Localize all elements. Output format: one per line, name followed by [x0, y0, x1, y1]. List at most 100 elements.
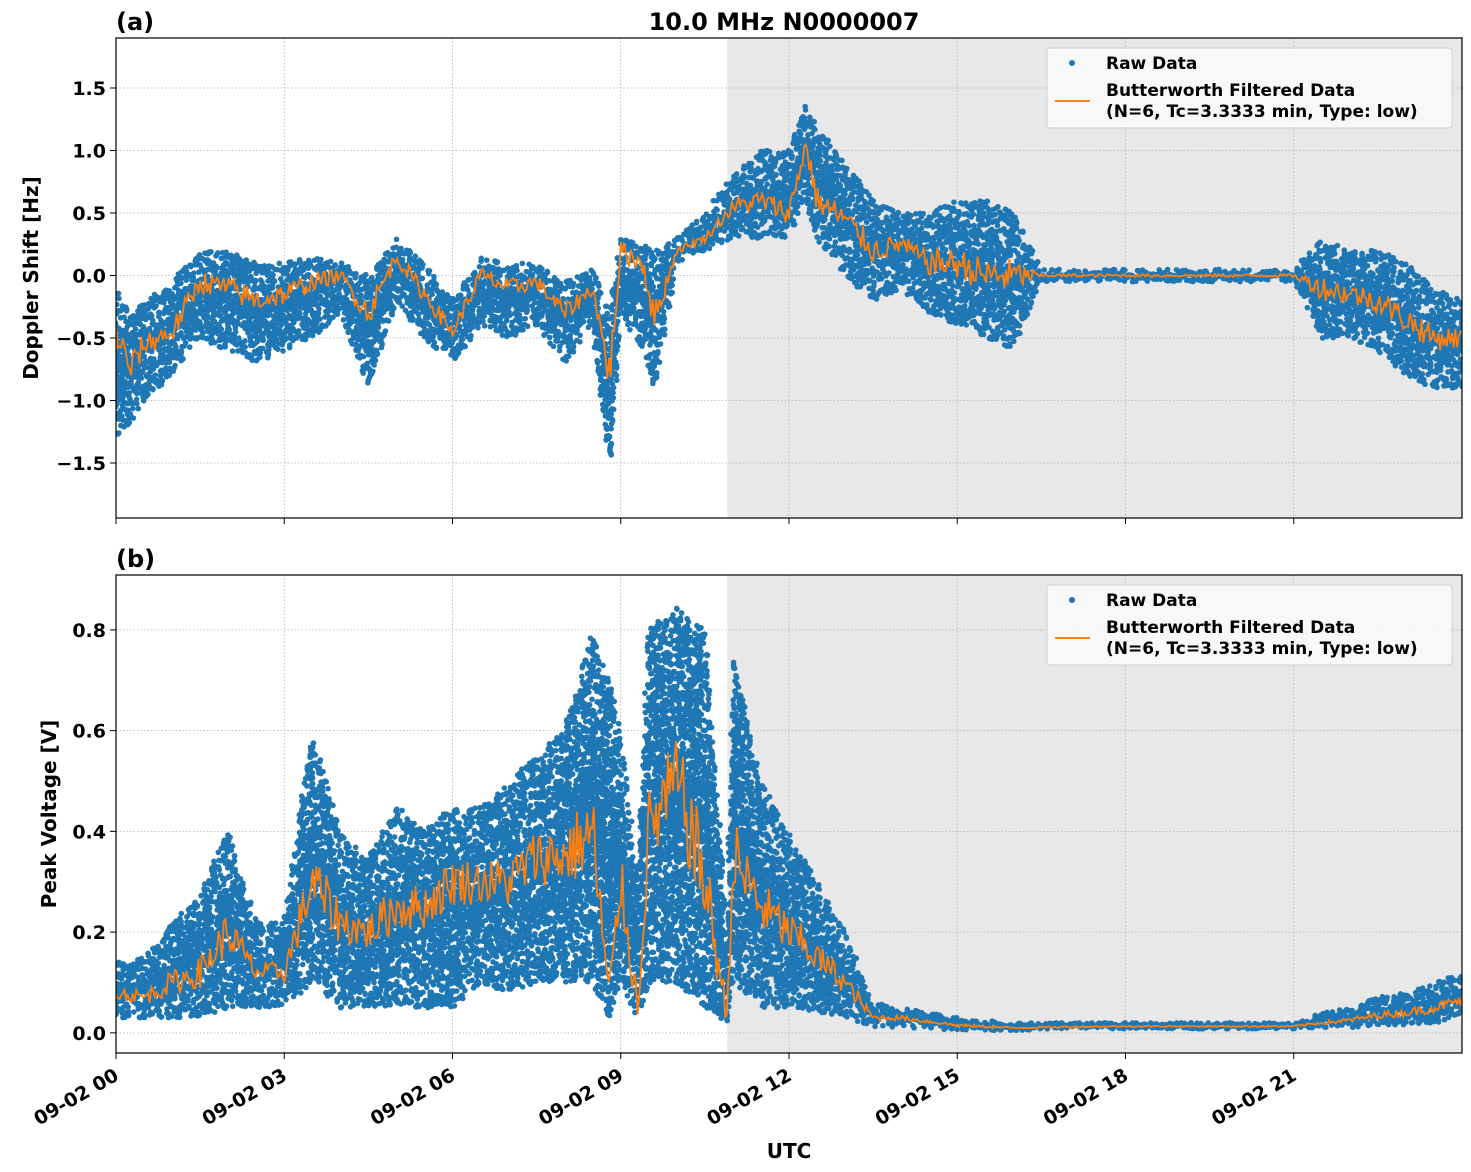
raw-data-point — [135, 379, 142, 386]
y-tick-label: −1.5 — [56, 453, 106, 475]
raw-data-point — [668, 289, 675, 296]
raw-data-point — [372, 357, 379, 364]
raw-data-point — [214, 265, 220, 271]
raw-data-point — [357, 295, 363, 301]
raw-data-point — [666, 303, 673, 310]
raw-data-point — [634, 279, 641, 286]
raw-data-point — [138, 375, 145, 381]
y-tick-label: 1.0 — [72, 141, 106, 163]
raw-data-point — [610, 384, 617, 391]
raw-data-point — [657, 341, 664, 347]
raw-data-point — [609, 313, 615, 320]
raw-data-point — [524, 302, 530, 308]
raw-data-point — [150, 386, 156, 393]
raw-data-point — [503, 317, 510, 324]
raw-data-point — [608, 411, 615, 417]
raw-data-point — [140, 324, 147, 330]
raw-data-point — [645, 271, 652, 277]
raw-data-point — [610, 406, 617, 413]
raw-data-point — [419, 275, 426, 282]
raw-data-point — [723, 218, 730, 225]
raw-data-point — [222, 344, 228, 350]
raw-data-point — [315, 310, 322, 316]
raw-data-point — [191, 270, 197, 276]
raw-data-point — [455, 350, 462, 356]
raw-data-point — [125, 421, 131, 427]
raw-data-point — [124, 323, 131, 329]
raw-data-point — [156, 309, 162, 316]
raw-data-point — [170, 368, 177, 374]
y-tick-label: 0.0 — [72, 266, 106, 288]
raw-data-point — [565, 353, 572, 360]
y-tick-label: −1.0 — [56, 391, 106, 413]
raw-data-point — [425, 271, 432, 277]
raw-data-point — [166, 344, 172, 351]
raw-data-point — [276, 260, 283, 267]
raw-data-point — [153, 303, 159, 309]
raw-data-point — [208, 249, 214, 255]
raw-data-point — [555, 338, 561, 344]
raw-data-point — [577, 339, 583, 345]
raw-data-point — [187, 336, 193, 342]
raw-data-point — [382, 328, 389, 334]
raw-data-point — [608, 451, 614, 457]
raw-data-point — [157, 373, 164, 379]
raw-data-point — [225, 292, 232, 298]
raw-data-point — [192, 327, 199, 333]
raw-data-point — [718, 239, 725, 246]
raw-data-point — [123, 304, 129, 311]
raw-data-point — [211, 339, 218, 346]
raw-data-point — [513, 262, 520, 269]
raw-data-point — [541, 332, 547, 338]
raw-data-point — [650, 364, 656, 371]
raw-data-point — [160, 351, 167, 358]
y-tick-label: 1.5 — [72, 78, 106, 100]
raw-data-point — [271, 278, 278, 284]
raw-data-point — [398, 245, 404, 252]
raw-data-point — [242, 338, 248, 344]
raw-data-point — [410, 316, 417, 323]
raw-data-point — [693, 218, 700, 225]
raw-data-point — [210, 327, 217, 334]
raw-data-point — [186, 344, 193, 350]
raw-data-point — [345, 263, 352, 270]
raw-data-point — [158, 381, 165, 388]
raw-data-point — [291, 262, 298, 269]
raw-data-point — [178, 330, 184, 336]
raw-data-point — [481, 313, 487, 319]
raw-data-point — [241, 345, 247, 351]
raw-data-point — [150, 317, 156, 324]
raw-data-point — [148, 348, 155, 355]
raw-data-point — [433, 345, 440, 352]
raw-data-point — [296, 259, 303, 266]
raw-data-point — [116, 295, 122, 302]
raw-data-point — [593, 274, 599, 281]
raw-data-point — [141, 302, 148, 308]
raw-data-point — [178, 280, 184, 287]
raw-data-point — [160, 299, 166, 306]
raw-data-point — [182, 340, 189, 346]
raw-data-point — [318, 256, 324, 263]
raw-data-point — [360, 353, 367, 360]
raw-data-point — [399, 256, 406, 263]
raw-data-point — [119, 397, 126, 403]
raw-data-point — [152, 372, 159, 378]
raw-data-point — [118, 407, 124, 413]
raw-data-point — [135, 405, 142, 412]
raw-data-point — [550, 343, 557, 350]
raw-data-point — [185, 321, 191, 328]
raw-data-point — [669, 282, 675, 289]
raw-data-point — [539, 266, 545, 272]
raw-data-point — [126, 390, 133, 396]
raw-data-point — [708, 237, 715, 244]
raw-data-point — [130, 405, 136, 412]
raw-data-point — [652, 255, 658, 262]
raw-data-point — [595, 280, 602, 287]
raw-data-point — [280, 348, 286, 354]
raw-data-point — [331, 263, 338, 269]
y-tick-label: −0.5 — [56, 328, 106, 350]
raw-data-point — [613, 362, 620, 369]
raw-data-point — [229, 348, 236, 354]
raw-data-point — [679, 256, 686, 263]
raw-data-point — [179, 275, 185, 281]
